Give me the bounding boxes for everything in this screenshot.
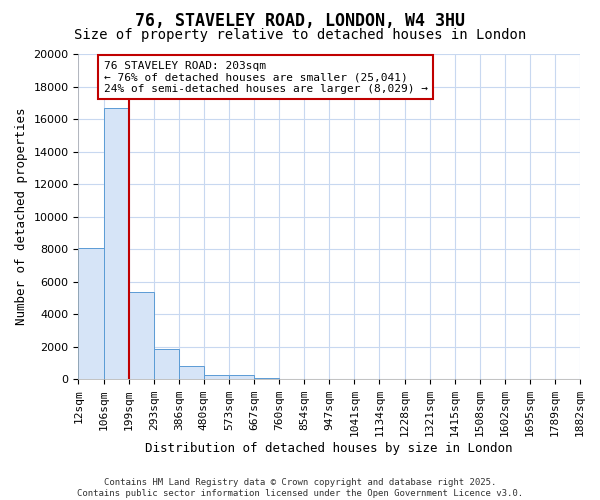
Bar bbox=[179, 366, 204, 380]
Text: 76, STAVELEY ROAD, LONDON, W4 3HU: 76, STAVELEY ROAD, LONDON, W4 3HU bbox=[135, 12, 465, 30]
Bar bbox=[254, 378, 279, 380]
X-axis label: Distribution of detached houses by size in London: Distribution of detached houses by size … bbox=[145, 442, 513, 455]
Text: Contains HM Land Registry data © Crown copyright and database right 2025.
Contai: Contains HM Land Registry data © Crown c… bbox=[77, 478, 523, 498]
Bar bbox=[154, 348, 179, 380]
Text: Size of property relative to detached houses in London: Size of property relative to detached ho… bbox=[74, 28, 526, 42]
Bar bbox=[128, 292, 154, 380]
Bar bbox=[79, 248, 104, 380]
Bar bbox=[104, 108, 128, 380]
Text: 76 STAVELEY ROAD: 203sqm
← 76% of detached houses are smaller (25,041)
24% of se: 76 STAVELEY ROAD: 203sqm ← 76% of detach… bbox=[104, 60, 428, 94]
Bar bbox=[229, 376, 254, 380]
Y-axis label: Number of detached properties: Number of detached properties bbox=[15, 108, 28, 326]
Bar bbox=[204, 374, 229, 380]
